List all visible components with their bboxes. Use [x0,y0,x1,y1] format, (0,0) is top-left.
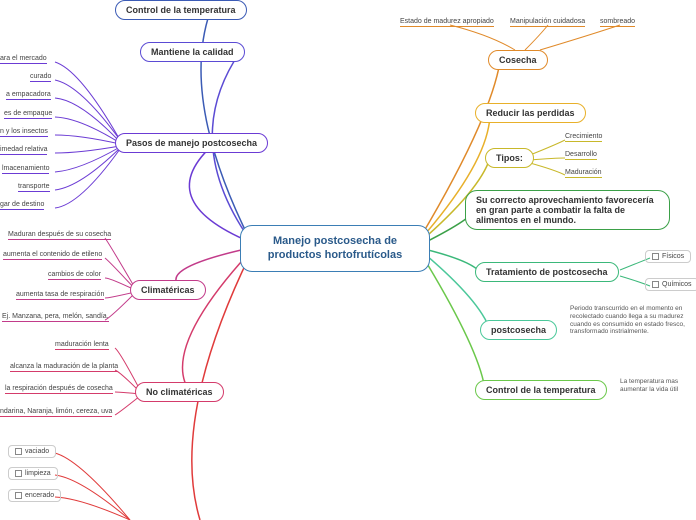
check-label: limpieza [25,470,51,477]
leaf: aumenta tasa de respiración [16,291,104,300]
branch-b7[interactable]: Cosecha [488,50,548,70]
leaf: transporte [18,183,50,192]
leaf: Maduran después de su cosecha [8,231,111,240]
leaf: es de empaque [4,110,52,119]
branch-b4[interactable]: Climatéricas [130,280,206,300]
branch-b9[interactable]: Tipos: [485,148,534,168]
leaf: maduración lenta [55,341,109,350]
checkbox-icon [15,492,22,499]
check-leaf[interactable]: Físicos [645,250,691,263]
center-node[interactable]: Manejo postcosecha de productos hortofru… [240,225,430,272]
leaf: la respiración después de cosecha [5,385,113,394]
check-label: encerado [25,492,54,499]
leaf: sombreado [600,18,635,27]
leaf: ara el mercado [0,55,47,64]
check-leaf[interactable]: vaciado [8,445,56,458]
leaf: imedad relativa [0,146,47,155]
checkbox-icon [652,281,659,288]
branch-b8[interactable]: Reducir las perdidas [475,103,586,123]
leaf: a empacadora [6,91,51,100]
leaf: alcanza la maduración de la planta [10,363,118,372]
check-leaf[interactable]: Químicos [645,278,696,291]
leaf: gar de destino [0,201,44,210]
check-leaf[interactable]: encerado [8,489,61,502]
check-label: vaciado [25,448,49,455]
leaf: aumenta el contenido de etileno [3,251,102,260]
checkbox-icon [652,253,659,260]
leaf: Maduración [565,169,602,178]
branch-b10[interactable]: Su correcto aprovechamiento favorecería … [465,190,670,230]
branch-b13[interactable]: Control de la temperatura [475,380,607,400]
leaf: Crecimiento [565,133,602,142]
branch-b1[interactable]: Control de la temperatura [115,0,247,20]
branch-b3[interactable]: Pasos de manejo postcosecha [115,133,268,153]
check-label: Físicos [662,253,684,260]
leaf: Estado de madurez apropiado [400,18,494,27]
leaf: curado [30,73,51,82]
branch-b2[interactable]: Mantiene la calidad [140,42,245,62]
check-leaf[interactable]: limpieza [8,467,58,480]
checkbox-icon [15,448,22,455]
branch-b12[interactable]: postcosecha [480,320,557,340]
leaf: ndarina, Naranja, limón, cereza, uva [0,408,112,417]
branch-b5[interactable]: No climatéricas [135,382,224,402]
leaf: Desarrollo [565,151,597,160]
leaf: n y los insectos [0,128,48,137]
branch-b13-text: La temperatura mas aumentar la vida útil [620,378,696,394]
leaf: lmacenamiento [2,165,49,174]
leaf: cambios de color [48,271,101,280]
branch-b11[interactable]: Tratamiento de postcosecha [475,262,619,282]
checkbox-icon [15,470,22,477]
leaf: Manipulación cuidadosa [510,18,585,27]
leaf: Ej. Manzana, pera, melón, sandía. [2,313,109,322]
branch-b12-text: Periodo transcurrido en el momento en re… [570,305,696,336]
check-label: Químicos [662,281,692,288]
